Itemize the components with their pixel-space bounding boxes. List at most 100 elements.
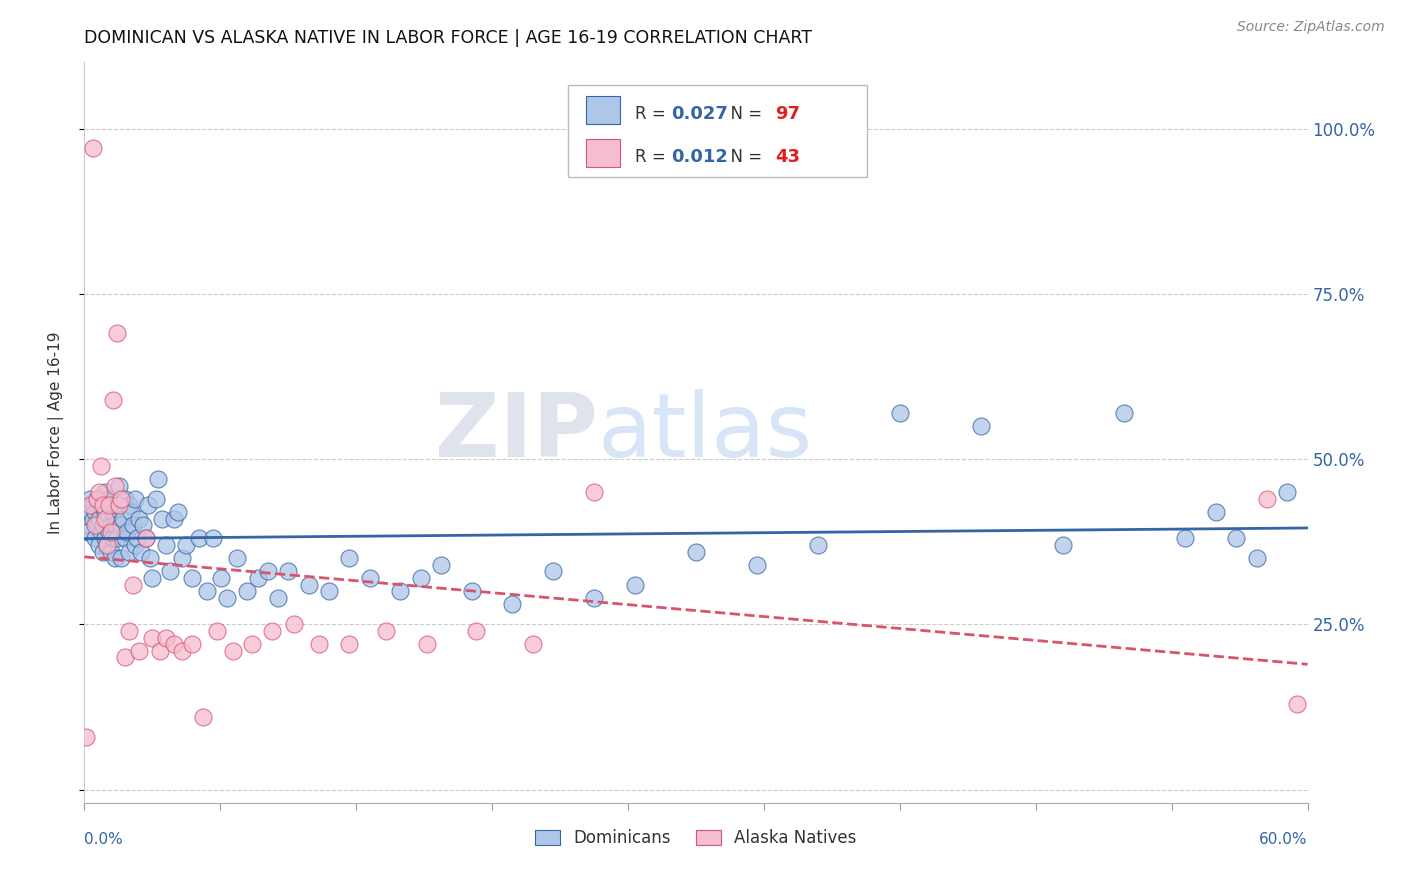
Point — [1286, 697, 1309, 711]
Point — [298, 577, 321, 591]
Text: DOMINICAN VS ALASKA NATIVE IN LABOR FORCE | AGE 16-19 CORRELATION CHART: DOMINICAN VS ALASKA NATIVE IN LABOR FORC… — [84, 29, 813, 47]
Point — [100, 544, 122, 558]
Point — [127, 532, 149, 546]
Point — [93, 505, 115, 519]
Point — [747, 558, 769, 572]
Point — [1277, 485, 1299, 500]
Point — [136, 499, 159, 513]
Point — [522, 637, 544, 651]
Point — [96, 538, 118, 552]
Point — [100, 524, 122, 539]
Point — [181, 571, 204, 585]
Point — [1205, 505, 1227, 519]
Point — [101, 532, 124, 546]
Point — [141, 571, 163, 585]
Point — [155, 631, 177, 645]
Point — [114, 532, 136, 546]
Point — [87, 485, 110, 500]
Point — [685, 544, 707, 558]
Point — [91, 518, 114, 533]
Point — [145, 491, 167, 506]
Point — [1052, 538, 1074, 552]
Point — [583, 591, 606, 605]
Point — [1174, 532, 1197, 546]
Bar — [586, 96, 620, 125]
Bar — [586, 138, 620, 167]
Point — [75, 730, 97, 744]
Point — [96, 511, 118, 525]
Point — [105, 532, 128, 546]
Point — [100, 518, 122, 533]
Point — [174, 538, 197, 552]
Point — [150, 511, 173, 525]
Point — [110, 491, 132, 506]
Point — [172, 551, 194, 566]
Point — [409, 571, 432, 585]
Point — [83, 505, 105, 519]
Point — [101, 505, 124, 519]
Point — [79, 491, 101, 506]
Point — [97, 499, 120, 513]
Point — [308, 637, 330, 651]
Text: R =: R = — [636, 105, 671, 123]
Point — [135, 532, 157, 546]
Point — [359, 571, 381, 585]
Point — [82, 499, 104, 513]
Point — [159, 565, 181, 579]
Point — [222, 644, 245, 658]
Point — [1246, 551, 1268, 566]
Point — [375, 624, 398, 638]
Text: Source: ZipAtlas.com: Source: ZipAtlas.com — [1237, 20, 1385, 34]
Point — [267, 591, 290, 605]
Point — [339, 551, 361, 566]
FancyBboxPatch shape — [568, 85, 868, 178]
Point — [101, 392, 124, 407]
Point — [90, 499, 112, 513]
Point — [191, 710, 214, 724]
Point — [83, 518, 105, 533]
Y-axis label: In Labor Force | Age 16-19: In Labor Force | Age 16-19 — [48, 331, 63, 534]
Point — [195, 584, 218, 599]
Point — [187, 532, 209, 546]
Text: 0.0%: 0.0% — [84, 831, 124, 847]
Point — [217, 591, 239, 605]
Point — [110, 551, 132, 566]
Point — [83, 532, 105, 546]
Point — [205, 624, 228, 638]
Point — [277, 565, 299, 579]
Point — [124, 491, 146, 506]
Text: N =: N = — [720, 148, 768, 166]
Point — [104, 518, 127, 533]
Point — [163, 511, 186, 525]
Point — [260, 624, 283, 638]
Point — [124, 538, 146, 552]
Point — [889, 406, 911, 420]
Text: R =: R = — [636, 148, 671, 166]
Point — [624, 577, 647, 591]
Point — [141, 631, 163, 645]
Point — [75, 518, 97, 533]
Text: 97: 97 — [776, 105, 800, 123]
Point — [90, 524, 112, 539]
Point — [90, 458, 112, 473]
Text: ZIP: ZIP — [436, 389, 598, 476]
Point — [108, 478, 131, 492]
Point — [167, 505, 190, 519]
Point — [1256, 491, 1278, 506]
Point — [82, 511, 104, 525]
Legend: Dominicans, Alaska Natives: Dominicans, Alaska Natives — [529, 822, 863, 854]
Point — [118, 544, 141, 558]
Point — [91, 544, 114, 558]
Point — [128, 644, 150, 658]
Point — [246, 571, 269, 585]
Point — [131, 544, 153, 558]
Point — [114, 650, 136, 665]
Point — [110, 518, 132, 533]
Point — [543, 565, 565, 579]
Point — [464, 624, 486, 638]
Point — [91, 499, 114, 513]
Point — [118, 624, 141, 638]
Point — [104, 478, 127, 492]
Point — [389, 584, 412, 599]
Point — [201, 532, 224, 546]
